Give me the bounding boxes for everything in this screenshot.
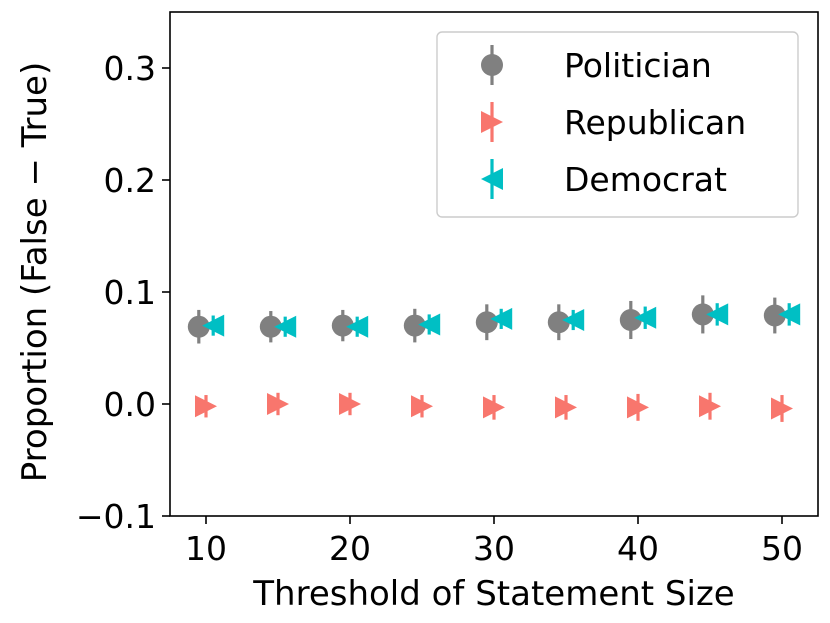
x-tick-label: 50 bbox=[761, 529, 803, 568]
data-point bbox=[475, 311, 498, 334]
data-point bbox=[274, 315, 297, 338]
legend-label: Republican bbox=[564, 103, 746, 142]
data-point bbox=[259, 315, 282, 338]
data-point bbox=[555, 396, 577, 419]
data-point bbox=[187, 315, 210, 338]
data-point bbox=[267, 393, 289, 415]
data-point bbox=[706, 303, 729, 326]
legend: Politician Republican Democrat bbox=[436, 31, 799, 218]
legend-box bbox=[436, 31, 799, 218]
data-point bbox=[627, 396, 649, 419]
data-point bbox=[691, 303, 714, 326]
y-tick-label: −0.1 bbox=[76, 497, 156, 536]
data-point bbox=[699, 395, 721, 418]
legend-marker bbox=[481, 54, 503, 76]
x-axis-ticks: 10 20 30 40 50 bbox=[185, 516, 803, 568]
data-marks bbox=[187, 295, 801, 422]
data-point bbox=[763, 304, 786, 327]
data-point bbox=[202, 314, 225, 337]
series-democrat bbox=[202, 303, 801, 338]
y-tick-label: 0.0 bbox=[104, 385, 156, 424]
y-tick-label: 0.1 bbox=[104, 273, 156, 312]
x-tick-label: 10 bbox=[185, 529, 227, 568]
data-point bbox=[634, 306, 657, 329]
legend-label: Politician bbox=[564, 46, 712, 85]
data-point bbox=[411, 395, 433, 418]
y-axis-ticks: −0.1 0.0 0.1 0.2 0.3 bbox=[76, 49, 170, 536]
y-axis-label: Proportion (False − True) bbox=[15, 62, 55, 482]
data-point bbox=[778, 303, 801, 326]
data-point bbox=[490, 307, 513, 330]
data-point bbox=[195, 395, 217, 418]
series-republican bbox=[195, 392, 793, 422]
y-tick-label: 0.2 bbox=[104, 161, 156, 200]
legend-entry-politician: Politician bbox=[481, 45, 712, 85]
data-point bbox=[418, 313, 441, 336]
y-tick-label: 0.3 bbox=[104, 49, 156, 88]
data-point bbox=[346, 315, 369, 338]
data-point bbox=[483, 396, 505, 419]
legend-entry-republican: Republican bbox=[481, 102, 746, 142]
legend-marker bbox=[481, 168, 503, 190]
x-tick-label: 40 bbox=[617, 529, 659, 568]
x-tick-label: 30 bbox=[473, 529, 515, 568]
data-point bbox=[331, 314, 354, 337]
data-point bbox=[403, 314, 426, 337]
x-axis-label: Threshold of Statement Size bbox=[252, 574, 734, 614]
data-point bbox=[562, 309, 585, 331]
data-point bbox=[547, 311, 570, 334]
legend-marker bbox=[481, 111, 503, 133]
data-point bbox=[339, 393, 361, 415]
legend-label: Democrat bbox=[564, 160, 727, 199]
legend-entry-democrat: Democrat bbox=[481, 159, 727, 199]
x-tick-label: 20 bbox=[329, 529, 371, 568]
series-politician bbox=[187, 295, 786, 344]
data-point bbox=[771, 397, 793, 420]
data-point bbox=[619, 309, 642, 331]
